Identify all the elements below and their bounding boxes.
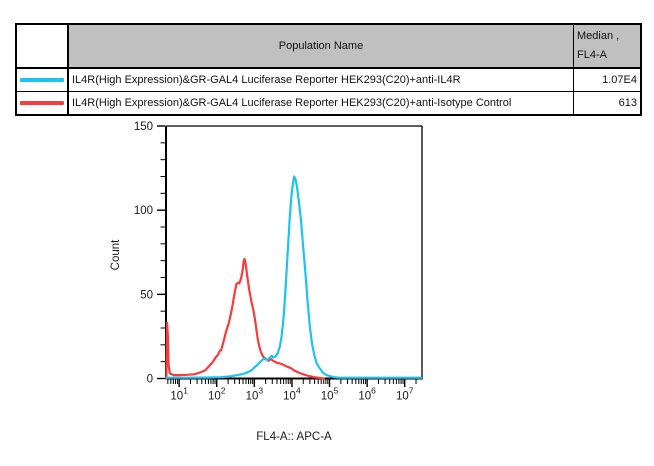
x-axis-tick-label: 107 [396, 386, 414, 403]
x-axis-tick-label: 102 [208, 386, 226, 403]
table-header-median-line2: FL4-A [577, 49, 607, 61]
y-axis-tick-label: 50 [140, 289, 153, 301]
table-row: IL4R(High Expression)&GR-GAL4 Luciferase… [17, 69, 640, 91]
table-header-median-line1: Median , [577, 30, 620, 42]
y-axis-tick-label: 100 [134, 205, 153, 217]
median-value: 613 [573, 92, 640, 114]
red-series-swatch [20, 101, 64, 105]
table-header-row: Population Name Median , FL4-A [17, 25, 640, 69]
x-axis-title: FL4-A:: APC-A [256, 431, 332, 443]
x-axis-tick-label: 105 [321, 386, 339, 403]
population-name: IL4R(High Expression)&GR-GAL4 Luciferase… [67, 92, 573, 114]
x-axis-tick-label: 101 [170, 386, 188, 403]
x-axis-tick-label: 104 [283, 386, 301, 403]
series-swatch-cell [17, 92, 67, 114]
table-header-population: Population Name [67, 25, 573, 67]
table-row: IL4R(High Expression)&GR-GAL4 Luciferase… [17, 91, 640, 114]
x-axis-tick-label: 106 [358, 386, 376, 403]
population-name: IL4R(High Expression)&GR-GAL4 Luciferase… [67, 69, 573, 91]
median-value: 1.07E4 [573, 69, 640, 91]
y-axis-tick-label: 0 [147, 374, 153, 386]
table-header-swatch-cell [17, 25, 67, 67]
y-axis-title: Count [110, 239, 122, 270]
table-header-median: Median , FL4-A [573, 25, 640, 67]
population-statistics-table: Population Name Median , FL4-A IL4R(High… [15, 23, 642, 116]
curve-anti-Isotype-Control [165, 257, 325, 380]
x-axis-tick-label: 103 [246, 386, 264, 403]
curve-anti-IL4R [165, 175, 423, 379]
cyan-series-swatch [20, 78, 64, 82]
series-swatch-cell [17, 69, 67, 91]
y-axis-tick-label: 150 [134, 121, 153, 133]
